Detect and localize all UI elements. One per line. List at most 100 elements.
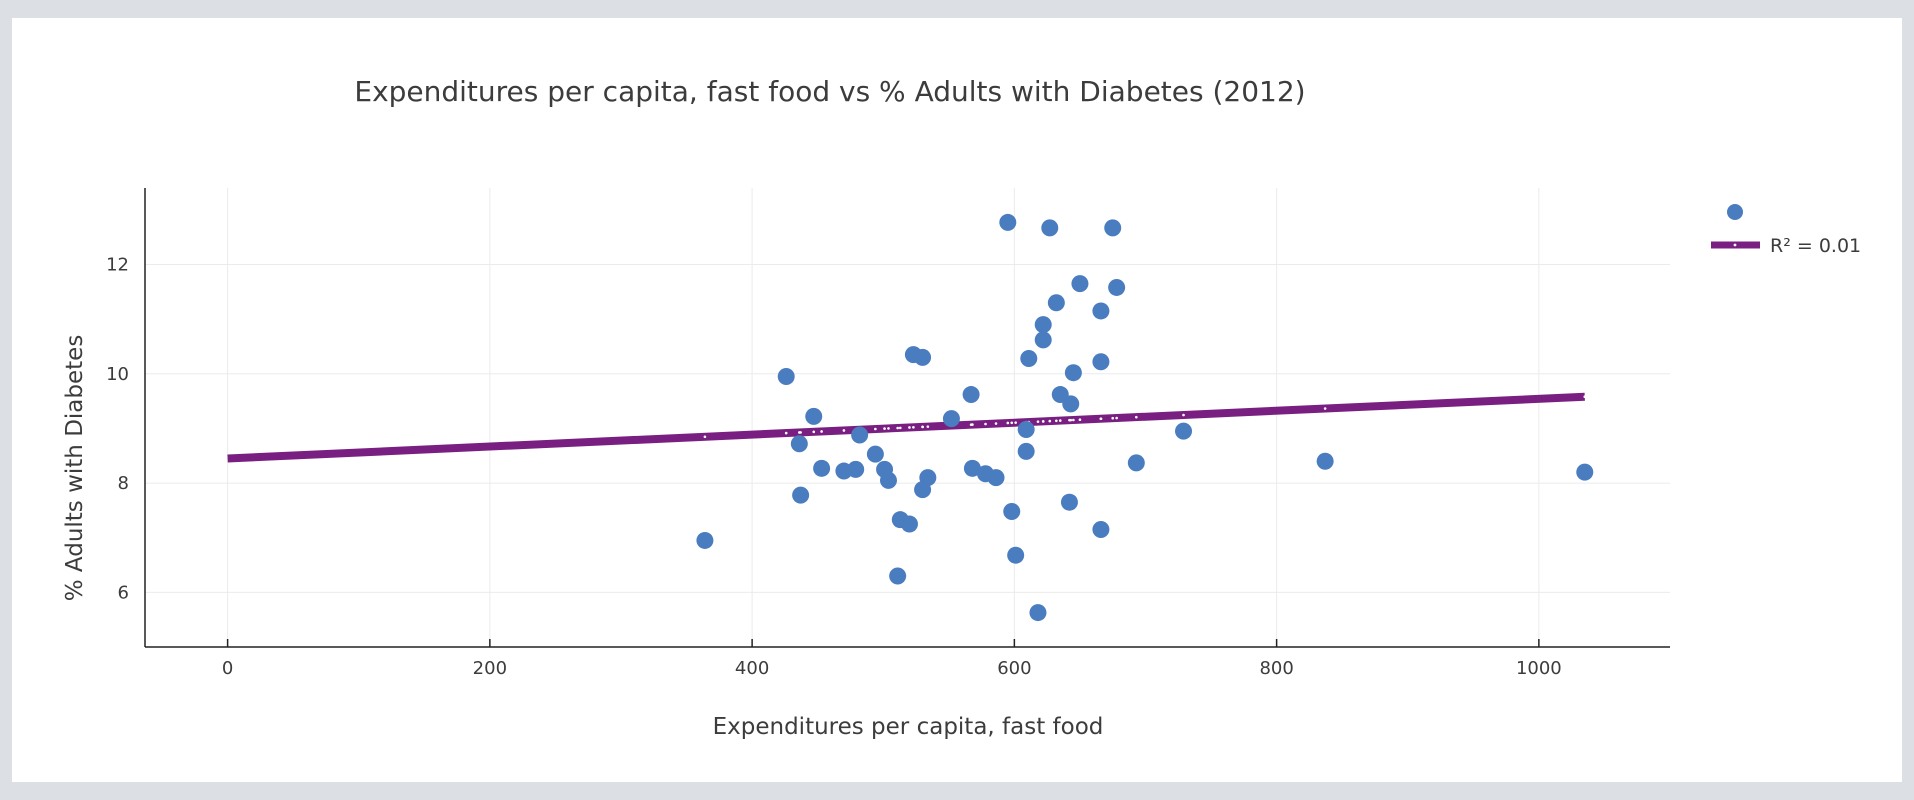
trend-line-point — [908, 426, 911, 429]
trend-line-point — [1323, 407, 1327, 410]
scatter-point — [1003, 502, 1021, 520]
trend-line-point — [984, 422, 987, 426]
trend-line-point — [842, 429, 846, 432]
x-tick-labels: 0 200 400 600 800 1000 — [222, 658, 1562, 679]
scatter-point — [1316, 452, 1334, 470]
scatter-point — [1092, 302, 1110, 320]
legend-line-dot — [1733, 243, 1737, 247]
trend-line-point — [1041, 420, 1045, 423]
y-tick-label: 6 — [118, 582, 129, 603]
scatter-point — [963, 459, 981, 477]
y-tick-labels: 6 8 10 12 — [106, 255, 129, 604]
scatter-point — [1017, 442, 1035, 460]
x-tick-label: 0 — [222, 658, 233, 679]
legend[interactable]: R² = 0.01 — [1711, 204, 1861, 257]
scatter-points — [696, 213, 1594, 622]
trend-line-point — [887, 427, 890, 430]
trend-line-point — [1583, 395, 1587, 399]
trend-line-point — [1099, 417, 1103, 421]
y-tick-label: 10 — [106, 364, 129, 385]
scatter-point — [866, 445, 884, 463]
legend-marker-swatch — [1727, 204, 1743, 220]
scatter-point — [1104, 219, 1122, 237]
scatter-point — [1175, 422, 1193, 440]
trend-line-layer — [227, 392, 1587, 463]
legend-line-label: R² = 0.01 — [1770, 235, 1861, 257]
scatter-point — [1092, 521, 1110, 539]
trend-line-point — [703, 435, 707, 439]
scatter-point — [987, 469, 1005, 487]
y-tick-label: 8 — [118, 473, 129, 494]
x-axis-label: Expenditures per capita, fast food — [713, 714, 1104, 740]
x-tick-label: 1000 — [1516, 658, 1562, 679]
trend-line-point — [1072, 418, 1075, 422]
legend-item-trendline[interactable]: R² = 0.01 — [1711, 235, 1861, 257]
y-axis-label: % Adults with Diabetes — [62, 335, 88, 602]
scatter-point — [962, 386, 980, 404]
trend-line-point — [1058, 419, 1062, 422]
scatter-point — [914, 348, 932, 366]
trend-line-point — [1014, 421, 1017, 424]
trend-line-point — [898, 426, 902, 430]
scatter-point — [1007, 546, 1025, 564]
scatter-point — [889, 567, 907, 585]
trend-line-point — [1048, 419, 1052, 423]
scatter-point — [1062, 395, 1080, 413]
scatter-point — [1047, 294, 1065, 312]
legend-item-markers[interactable] — [1727, 204, 1743, 220]
scatter-point — [1071, 275, 1089, 293]
trend-line-point — [1115, 416, 1118, 420]
grid-lines — [145, 188, 1670, 647]
scatter-point — [792, 486, 810, 504]
scatter-point — [1092, 353, 1110, 371]
trend-line-point — [812, 430, 816, 434]
trend-line-point — [874, 427, 877, 431]
trend-line-point — [784, 431, 788, 435]
scatter-point — [851, 426, 869, 444]
x-tick-label: 800 — [1259, 658, 1293, 679]
trend-line-point — [896, 426, 899, 430]
y-tick-label: 12 — [106, 255, 129, 276]
scatter-point — [942, 410, 960, 428]
trend-line-point — [971, 423, 974, 426]
scatter-point — [813, 459, 831, 477]
scatter-point — [1034, 331, 1052, 349]
scatter-point — [777, 368, 795, 386]
trend-line-point — [1036, 420, 1040, 423]
scatter-point — [999, 213, 1017, 231]
trend-line-point — [1055, 419, 1058, 423]
trend-line-point — [1111, 416, 1115, 420]
scatter-point — [1108, 278, 1126, 296]
scatter-point — [805, 407, 823, 425]
scatter-point — [1127, 454, 1145, 472]
trend-line-point — [1069, 418, 1073, 422]
trend-line-point — [1135, 415, 1138, 419]
scatter-point — [879, 471, 897, 489]
trend-line-point — [799, 431, 802, 434]
scatter-point — [696, 531, 714, 549]
chart-card — [12, 18, 1902, 782]
trend-line-point — [994, 422, 998, 425]
trend-line-point — [883, 427, 886, 430]
trend-line-point — [1006, 421, 1010, 425]
scatter-point — [919, 469, 937, 487]
scatter-point — [1064, 364, 1082, 382]
scatter-point — [1576, 463, 1594, 481]
trend-line — [227, 392, 1585, 463]
x-tick-label: 200 — [473, 658, 507, 679]
scatter-point — [1029, 604, 1047, 622]
scatter-point — [1017, 421, 1035, 439]
trend-line-point — [921, 425, 924, 429]
scatter-point — [1060, 493, 1078, 511]
scatter-point — [1041, 219, 1059, 237]
x-tick-label: 400 — [735, 658, 769, 679]
trend-line-point — [820, 430, 823, 433]
trend-line-point — [1010, 421, 1014, 425]
x-tick-label: 600 — [997, 658, 1031, 679]
scatter-point — [1020, 349, 1038, 367]
scatter-point — [900, 515, 918, 533]
trend-line-point — [1078, 418, 1082, 422]
scatter-point — [847, 460, 865, 478]
chart-title: Expenditures per capita, fast food vs % … — [354, 75, 1305, 108]
